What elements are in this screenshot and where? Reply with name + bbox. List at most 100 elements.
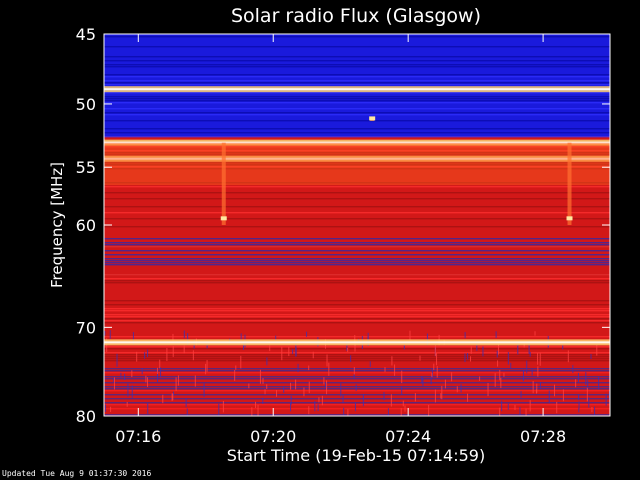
noise-speckle (404, 405, 406, 412)
noise-speckle (401, 386, 403, 395)
noise-speckle (499, 407, 501, 416)
noise-speckle (242, 341, 244, 350)
noise-speckle (575, 379, 577, 388)
spectrogram-stripe (104, 212, 610, 214)
noise-speckle (487, 382, 489, 397)
noise-speckle (347, 409, 349, 416)
spectrogram-stripe (104, 108, 610, 110)
noise-speckle (147, 402, 149, 415)
noise-speckle (387, 408, 389, 416)
noise-speckle (262, 397, 264, 404)
noise-speckle (353, 367, 355, 375)
noise-speckle (522, 369, 524, 382)
noise-speckle (598, 376, 600, 390)
noise-speckle (109, 330, 111, 339)
noise-speckle (554, 384, 556, 397)
noise-speckle (354, 402, 356, 412)
spectrogram-stripe (104, 102, 610, 104)
updated-timestamp: Updated Tue Aug 9 01:37:30 2016 (2, 469, 152, 478)
noise-speckle (257, 404, 259, 416)
noise-speckle (503, 372, 505, 377)
noise-speckle (548, 390, 550, 404)
noise-speckle (496, 350, 498, 358)
burst-column (221, 142, 226, 225)
spectrogram-stripe (104, 310, 610, 312)
noise-speckle (441, 385, 443, 400)
noise-speckle (362, 393, 364, 407)
noise-speckle (323, 377, 325, 385)
noise-speckle (317, 404, 319, 412)
noise-speckle (479, 376, 481, 381)
spectrogram-stripe (104, 258, 610, 260)
burst-peak (369, 116, 376, 121)
noise-speckle (507, 403, 509, 410)
noise-speckle (525, 408, 527, 416)
noise-speckle (529, 352, 531, 357)
noise-speckle (591, 406, 593, 413)
noise-speckle (605, 393, 607, 406)
spectrogram-stripe (104, 414, 610, 416)
noise-speckle (104, 404, 106, 412)
burst-column (567, 142, 572, 225)
noise-speckle (470, 356, 472, 362)
noise-speckle (384, 367, 386, 372)
spectrogram-stripe (104, 246, 610, 248)
noise-speckle (147, 349, 149, 358)
noise-speckle (314, 401, 316, 412)
noise-speckle (269, 345, 271, 352)
noise-speckle (419, 355, 421, 361)
noise-speckle (318, 397, 320, 403)
noise-speckle (517, 343, 519, 355)
y-tick-label: 80 (76, 407, 96, 426)
noise-speckle (532, 381, 534, 394)
spectrogram-stripe (104, 354, 610, 356)
noise-speckle (297, 363, 299, 373)
noise-speckle (354, 340, 356, 352)
spectrogram-stripe (104, 182, 610, 184)
noise-speckle (183, 330, 185, 339)
spectrogram-stripe (104, 206, 610, 208)
spectrogram-stripe (104, 100, 610, 102)
spectrogram-stripe (104, 368, 610, 370)
spectrogram-stripe (104, 314, 610, 316)
burst-peak (220, 216, 227, 221)
noise-speckle (391, 356, 393, 366)
noise-speckle (113, 377, 115, 383)
spectrogram-stripe (104, 136, 610, 138)
noise-speckle (526, 360, 528, 374)
noise-speckle (464, 353, 466, 363)
noise-speckle (596, 345, 598, 356)
noise-speckle (470, 346, 472, 354)
noise-speckle (537, 352, 539, 365)
noise-speckle (144, 352, 146, 359)
spectrogram-stripe (104, 336, 610, 338)
noise-speckle (347, 347, 349, 353)
spectrogram-stripe (104, 56, 610, 58)
noise-speckle (495, 331, 497, 339)
x-axis-label: Start Time (19-Feb-15 07:14:59) (227, 446, 485, 465)
bright-band-core (104, 88, 610, 91)
noise-speckle (590, 354, 592, 359)
spectrogram-stripe (104, 74, 610, 76)
noise-speckle (431, 369, 433, 378)
noise-speckle (156, 367, 158, 374)
noise-speckle (402, 400, 404, 407)
noise-speckle (172, 391, 174, 396)
noise-speckle (519, 407, 521, 416)
noise-speckle (308, 381, 310, 394)
noise-speckle (172, 333, 174, 342)
spectrogram-stripe (104, 316, 610, 318)
noise-speckle (500, 377, 502, 389)
spectrogram-stripe (104, 304, 610, 306)
y-tick-label: 45 (76, 25, 96, 44)
noise-speckle (194, 375, 196, 387)
noise-speckle (353, 374, 355, 379)
spectrogram-stripe (104, 346, 610, 348)
noise-speckle (234, 370, 236, 381)
spectrogram-stripe (104, 226, 610, 228)
noise-speckle (567, 350, 569, 363)
noise-speckle (467, 352, 469, 360)
noise-speckle (523, 343, 525, 348)
noise-speckle (276, 390, 278, 397)
noise-speckle (281, 346, 283, 361)
